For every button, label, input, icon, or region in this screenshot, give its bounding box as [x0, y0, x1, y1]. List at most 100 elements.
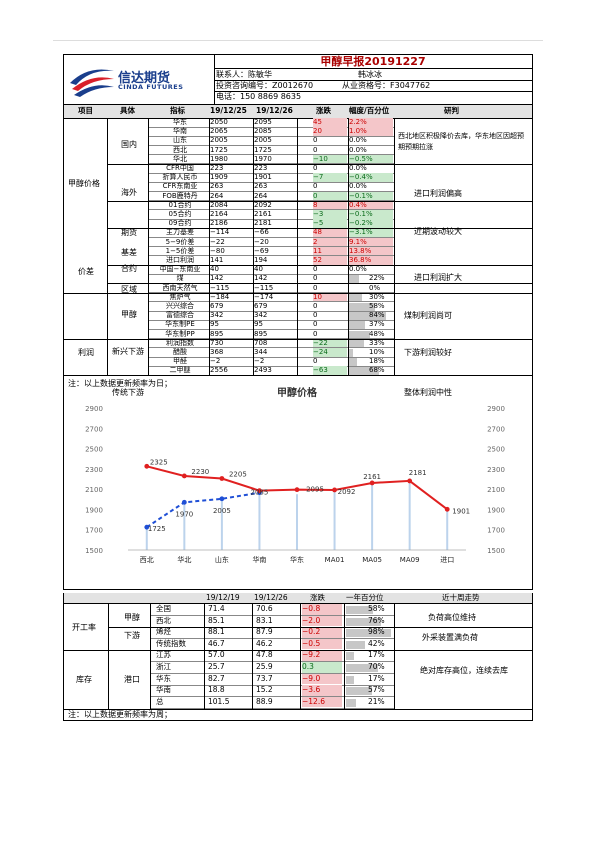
- cell-v1: 2065: [210, 127, 228, 136]
- data-label-blue: 1725: [148, 525, 166, 533]
- x-tick-label: 华东: [290, 555, 304, 564]
- cell-name: 05合约: [168, 210, 192, 218]
- y-tick-right: 2500: [487, 446, 505, 454]
- qualification-label: 从业资格号：F3047762: [342, 81, 431, 90]
- group-basis: 基差: [121, 248, 137, 257]
- series-point-red: [181, 473, 187, 479]
- table-row: CFR东南亚 263 263 0 0.0%: [64, 182, 532, 193]
- section-price: 甲醇价格: [68, 179, 100, 188]
- y-tick-right: 1700: [487, 527, 505, 535]
- y-tick-right: 2900: [487, 405, 505, 413]
- data-label-blue: 1970: [175, 510, 193, 518]
- cell-v1: 368: [210, 348, 224, 356]
- cell-chg: 0: [313, 164, 318, 172]
- cell-chg: 48: [313, 228, 347, 238]
- cell-chg: 0: [313, 283, 318, 292]
- data-label-blue: 2005: [213, 507, 231, 515]
- cell-name: 5−9价差: [165, 237, 195, 246]
- cell-pct: 0%: [369, 283, 381, 292]
- cell-v2: 223: [254, 164, 268, 172]
- cell-v1: −80: [210, 246, 225, 255]
- report-title: 甲醇早报20191227: [214, 55, 532, 69]
- group-contract: 合约: [121, 264, 137, 273]
- group-wk-methanol: 甲醇: [124, 613, 140, 622]
- license-label: 投资咨询编号：Z0012670: [216, 81, 314, 90]
- cell-pct: 2.2%: [349, 118, 393, 127]
- cell-name: 华东: [173, 118, 187, 126]
- table-row: 富德综合 342 342 0 84%: [64, 311, 532, 321]
- cell-v2: 342: [254, 311, 268, 320]
- col-date1: 19/12/25: [210, 106, 247, 115]
- weekly-cell-v1: 88.1: [208, 627, 225, 637]
- cell-v1: 1980: [210, 154, 228, 163]
- cell-v1: 2164: [210, 210, 228, 218]
- col-date2: 19/12/26: [256, 106, 293, 115]
- y-tick-right: 2100: [487, 486, 505, 494]
- cell-pct: 18%: [369, 357, 385, 366]
- cell-v2: −2: [254, 357, 265, 366]
- cell-name: 甲醛: [173, 357, 187, 366]
- table-row: 西北 1725 1725 0 0.0%: [64, 145, 532, 156]
- data-label-red: 2205: [229, 470, 247, 478]
- bar-mark: [446, 508, 449, 550]
- series-point-blue: [181, 499, 187, 505]
- x-tick-label: MA05: [362, 556, 382, 564]
- cell-v1: 264: [210, 191, 224, 200]
- cell-name: 兴兴综合: [166, 302, 194, 310]
- comment-traditional: 整体利润中性: [404, 388, 452, 397]
- cell-chg: 0: [313, 191, 347, 201]
- weekly-cell-v2: 73.7: [256, 673, 273, 683]
- weekly-cell-chg: −0.2: [302, 627, 342, 638]
- col-detail: 具体: [120, 106, 135, 115]
- cell-v1: 730: [210, 338, 224, 347]
- data-label-red: 2085: [251, 489, 269, 497]
- cell-v1: 342: [210, 311, 224, 320]
- series-point-blue: [144, 524, 150, 530]
- wk-col-trend: 近十周走势: [442, 593, 480, 602]
- bar-mark: [145, 527, 148, 550]
- weekly-cell-chg: −9.2: [302, 650, 342, 661]
- percentile-bar: [349, 303, 375, 311]
- cell-v2: 263: [254, 182, 268, 191]
- y-tick-left: 2300: [85, 466, 103, 474]
- cell-chg: −5: [313, 219, 347, 228]
- table-row: 兴兴综合 679 679 0 58%: [64, 302, 532, 312]
- cell-v1: 679: [210, 302, 224, 310]
- wk-col-date2: 19/12/26: [254, 593, 288, 602]
- col-change: 涨跌: [316, 106, 331, 115]
- table-row: 折算人民币 1909 1901 −7 −0.4%: [64, 173, 532, 183]
- x-tick-label: MA01: [325, 556, 345, 564]
- cell-v2: 2005: [254, 136, 272, 145]
- weekly-row: 总 101.5 88.9 −12.6 21%: [64, 696, 532, 709]
- cell-name: 山东: [173, 136, 187, 145]
- author-name: 韩冰冰: [358, 70, 382, 79]
- cell-pct: 33%: [369, 338, 385, 347]
- x-tick-label: MA09: [400, 556, 420, 564]
- weekly-cell-pct: 17%: [368, 650, 385, 660]
- bar-mark: [296, 494, 298, 550]
- note-weekly: 注：以上数据更新频率为周；: [68, 710, 172, 719]
- cell-v1: 1725: [210, 145, 228, 154]
- bar-mark: [371, 482, 374, 550]
- cell-chg: 0: [313, 145, 318, 154]
- cell-pct: 0.0%: [349, 145, 367, 154]
- group-futures: 期货: [121, 228, 137, 237]
- license-row: 投资咨询编号：Z0012670 从业资格号：F3047762: [214, 80, 532, 92]
- col-judgement: 研判: [444, 106, 459, 115]
- x-tick-label: 进口: [440, 556, 454, 564]
- table-row: 华东制PP 895 895 0 48%: [64, 330, 532, 340]
- series-point-red: [294, 487, 300, 493]
- bar-mark: [183, 502, 186, 550]
- weekly-cell-v1: 46.7: [208, 638, 225, 648]
- table-row: 5−9价差 −22 −20 2 9.1%: [64, 237, 532, 248]
- series-point-red: [219, 476, 225, 481]
- cell-v1: 2050: [210, 118, 228, 126]
- cell-chg: −3: [313, 210, 347, 219]
- weekly-cell-pct: 98%: [368, 627, 385, 637]
- weekly-cell-chg: 0.3: [302, 662, 342, 673]
- cell-pct: 22%: [369, 274, 385, 283]
- cell-chg: −63: [313, 366, 347, 376]
- y-tick-right: 1900: [487, 506, 505, 514]
- weekly-cell-v2: 83.1: [256, 615, 273, 625]
- percentile-bar: [346, 675, 354, 684]
